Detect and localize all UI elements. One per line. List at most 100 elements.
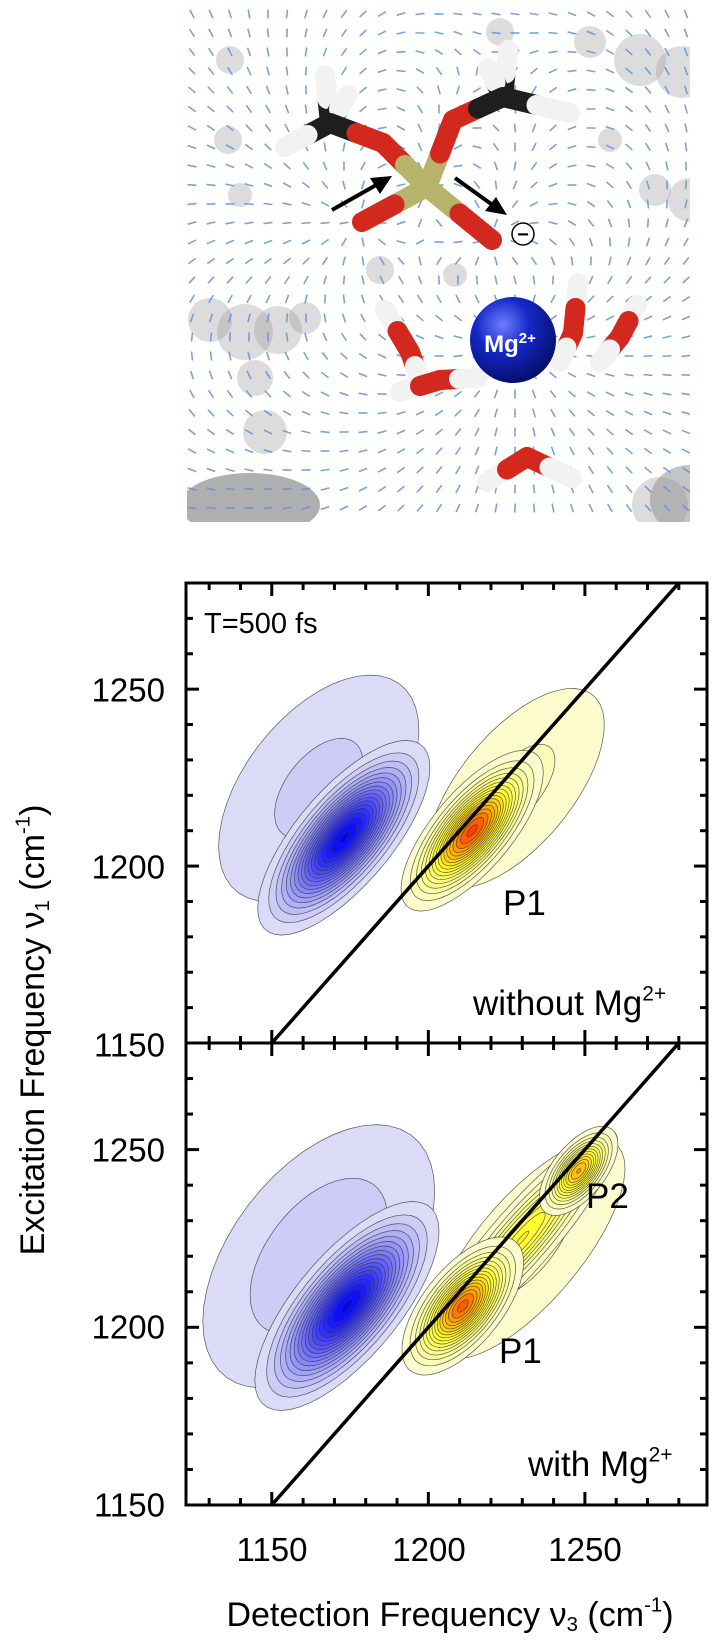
field-vector: [244, 448, 254, 454]
field-vector: [454, 409, 462, 417]
positive-contour: [576, 1168, 582, 1174]
field-vector: [494, 503, 498, 513]
ghost-atom: [243, 410, 287, 454]
field-vector: [548, 221, 558, 225]
field-vector: [588, 503, 594, 513]
field-vector: [511, 256, 519, 266]
field-vector: [377, 373, 387, 377]
field-vector: [665, 180, 669, 190]
field-vector: [586, 335, 596, 339]
bond: [430, 110, 463, 164]
field-vector: [586, 11, 596, 17]
arrow-right-head: [485, 197, 507, 215]
field-vector: [360, 313, 366, 323]
field-vector: [342, 180, 346, 190]
field-vector: [608, 237, 612, 247]
field-vector: [494, 256, 498, 266]
field-vector: [586, 164, 596, 168]
field-vector: [396, 50, 406, 54]
field-vector: [415, 12, 425, 16]
field-vector: [643, 354, 653, 358]
field-vector: [359, 333, 367, 341]
field-vector: [415, 239, 425, 245]
field-vector: [664, 85, 670, 95]
field-vector: [189, 370, 195, 380]
field-vector: [226, 105, 234, 113]
field-vector: [226, 389, 234, 399]
field-vector: [625, 466, 633, 474]
field-vector: [645, 237, 651, 247]
field-vector: [188, 47, 196, 57]
field-vector: [570, 256, 574, 266]
field-vector: [225, 163, 235, 169]
field-vector: [567, 219, 577, 227]
field-vector: [472, 86, 482, 94]
field-vector: [398, 275, 404, 285]
field-vector: [549, 124, 557, 132]
field-vector: [320, 468, 330, 472]
field-vector: [206, 163, 216, 169]
field-vector: [323, 142, 327, 152]
field-vector: [190, 351, 194, 361]
field-vector: [434, 49, 444, 55]
field-vector: [396, 373, 406, 377]
field-vector: [263, 429, 273, 435]
field-vector: [549, 238, 557, 246]
field-vector: [645, 180, 651, 190]
field-vector: [246, 47, 252, 57]
magnesium-sphere: [470, 297, 556, 383]
field-vector: [625, 485, 633, 493]
field-vector: [684, 199, 688, 209]
field-vector: [491, 31, 501, 35]
field-vector: [644, 504, 652, 512]
field-vector: [360, 199, 366, 209]
field-vector: [682, 256, 690, 266]
ghost-atom: [214, 126, 242, 154]
field-vector: [226, 276, 234, 284]
field-vector: [683, 28, 689, 38]
field-vector: [625, 275, 633, 285]
field-vector: [625, 48, 633, 56]
x-axis-unit: (cm: [577, 1596, 645, 1634]
field-vector: [455, 465, 461, 475]
field-vector: [684, 104, 688, 114]
field-vector: [188, 28, 196, 38]
field-vector: [683, 47, 689, 57]
field-vector: [266, 47, 270, 57]
bond: [495, 40, 518, 84]
field-vector: [266, 28, 270, 38]
field-vector: [472, 162, 482, 170]
field-vector: [472, 48, 482, 56]
field-vector: [358, 449, 368, 453]
field-vector: [340, 332, 348, 342]
field-vector: [644, 142, 652, 152]
field-vector: [493, 389, 499, 399]
field-vector: [228, 332, 232, 342]
field-vector: [664, 47, 670, 57]
field-vector: [283, 257, 291, 265]
field-vector: [513, 161, 517, 171]
field-vector: [551, 484, 555, 494]
field-vector: [663, 256, 671, 266]
ghost-atom: [574, 26, 606, 58]
field-vector: [644, 86, 652, 94]
bond: [539, 457, 582, 488]
field-vector: [264, 370, 272, 380]
field-vector: [624, 86, 634, 94]
field-vector: [246, 294, 252, 304]
field-vector: [549, 143, 557, 151]
field-vector: [567, 31, 577, 35]
field-vector: [206, 183, 216, 187]
panel-with-mg: [186, 1043, 707, 1505]
field-vector: [377, 88, 387, 92]
field-vector: [607, 503, 613, 513]
field-vector: [187, 448, 197, 454]
field-vector: [244, 487, 254, 491]
field-vector: [244, 143, 254, 151]
field-vector: [396, 87, 406, 93]
field-vector: [377, 126, 387, 130]
molecule-bonds: [275, 40, 647, 492]
field-vector: [340, 47, 348, 57]
field-vector: [664, 104, 670, 114]
field-vector: [662, 295, 672, 303]
